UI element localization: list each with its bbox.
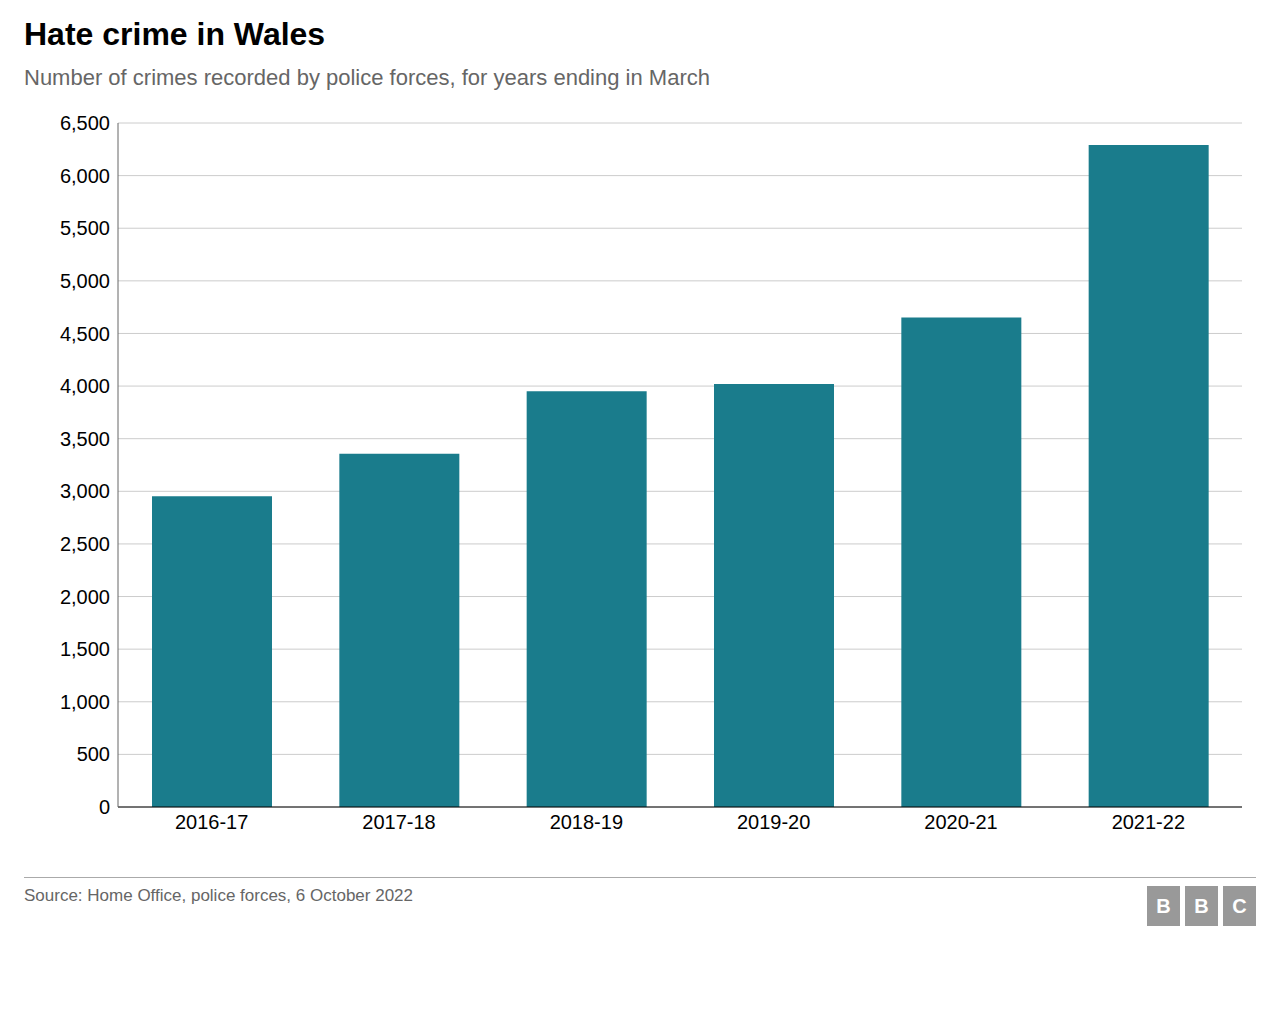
svg-text:4,500: 4,500 [60, 323, 110, 345]
svg-text:1,500: 1,500 [60, 638, 110, 660]
svg-text:2021-22: 2021-22 [1112, 811, 1185, 833]
svg-text:5,000: 5,000 [60, 270, 110, 292]
svg-text:6,000: 6,000 [60, 165, 110, 187]
html-text:Source: Home Office, police fo: Source: Home Office, police forces, 6 Oc… [24, 886, 413, 905]
svg-text:4,000: 4,000 [60, 375, 110, 397]
svg-text:3,000: 3,000 [60, 480, 110, 502]
svg-text:2018-19: 2018-19 [550, 811, 623, 833]
html-text:Number of crimes recorded by p: Number of crimes recorded by police forc… [24, 65, 710, 90]
html-text:B: B [1194, 894, 1209, 917]
svg-text:2,000: 2,000 [60, 586, 110, 608]
html-text:B: B [1156, 894, 1171, 917]
svg-text:2016-17: 2016-17 [175, 811, 248, 833]
svg-text:0: 0 [99, 796, 110, 818]
svg-text:6,500: 6,500 [60, 112, 110, 134]
svg-text:2020-21: 2020-21 [924, 811, 997, 833]
html-text:Hate crime in Wales: Hate crime in Wales [24, 16, 326, 52]
svg-text:2017-18: 2017-18 [362, 811, 435, 833]
svg-text:2019-20: 2019-20 [737, 811, 810, 833]
svg-text:1,000: 1,000 [60, 691, 110, 713]
svg-text:5,500: 5,500 [60, 217, 110, 239]
html-text:C: C [1232, 894, 1247, 917]
svg-text:2,500: 2,500 [60, 533, 110, 555]
svg-text:500: 500 [77, 743, 110, 765]
svg-text:3,500: 3,500 [60, 428, 110, 450]
